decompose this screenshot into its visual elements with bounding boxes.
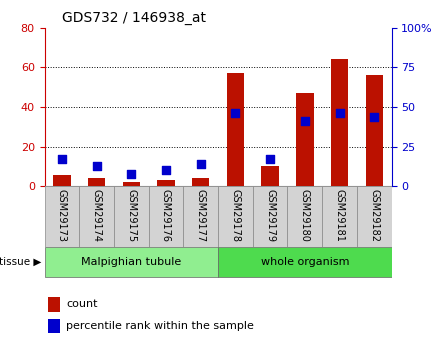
Text: Malpighian tubule: Malpighian tubule xyxy=(81,257,182,267)
Bar xyxy=(331,59,348,186)
Bar xyxy=(149,186,183,247)
Bar xyxy=(49,297,60,312)
Text: GSM29174: GSM29174 xyxy=(92,189,101,242)
Text: GSM29176: GSM29176 xyxy=(161,189,171,242)
Point xyxy=(58,157,65,162)
Point xyxy=(301,118,308,124)
Bar xyxy=(262,166,279,186)
Bar xyxy=(44,247,218,277)
Text: GSM29177: GSM29177 xyxy=(196,189,206,243)
Bar xyxy=(287,186,322,247)
Text: tissue ▶: tissue ▶ xyxy=(0,257,41,267)
Text: GSM29182: GSM29182 xyxy=(369,189,379,242)
Point xyxy=(336,110,343,115)
Bar xyxy=(192,178,210,186)
Bar xyxy=(366,75,383,186)
Point xyxy=(128,171,135,177)
Text: percentile rank within the sample: percentile rank within the sample xyxy=(66,321,254,331)
Text: whole organism: whole organism xyxy=(261,257,349,267)
Text: GSM29175: GSM29175 xyxy=(126,189,136,243)
Bar xyxy=(218,186,253,247)
Bar xyxy=(322,186,357,247)
Bar xyxy=(218,247,392,277)
Text: GDS732 / 146938_at: GDS732 / 146938_at xyxy=(62,11,206,25)
Bar xyxy=(88,178,105,186)
Text: count: count xyxy=(66,299,97,309)
Bar xyxy=(44,186,79,247)
Bar xyxy=(183,186,218,247)
Point xyxy=(197,161,204,167)
Bar xyxy=(49,319,60,333)
Point xyxy=(162,167,170,172)
Point xyxy=(93,163,100,168)
Bar xyxy=(296,93,314,186)
Text: GSM29173: GSM29173 xyxy=(57,189,67,242)
Point xyxy=(371,115,378,120)
Bar xyxy=(253,186,287,247)
Bar xyxy=(158,180,175,186)
Bar xyxy=(79,186,114,247)
Bar xyxy=(357,186,392,247)
Bar xyxy=(123,182,140,186)
Point xyxy=(267,157,274,162)
Bar xyxy=(53,175,70,186)
Point xyxy=(232,110,239,116)
Bar xyxy=(227,73,244,186)
Bar xyxy=(114,186,149,247)
Text: GSM29181: GSM29181 xyxy=(335,189,344,242)
Text: GSM29178: GSM29178 xyxy=(231,189,240,242)
Text: GSM29180: GSM29180 xyxy=(300,189,310,242)
Text: GSM29179: GSM29179 xyxy=(265,189,275,242)
